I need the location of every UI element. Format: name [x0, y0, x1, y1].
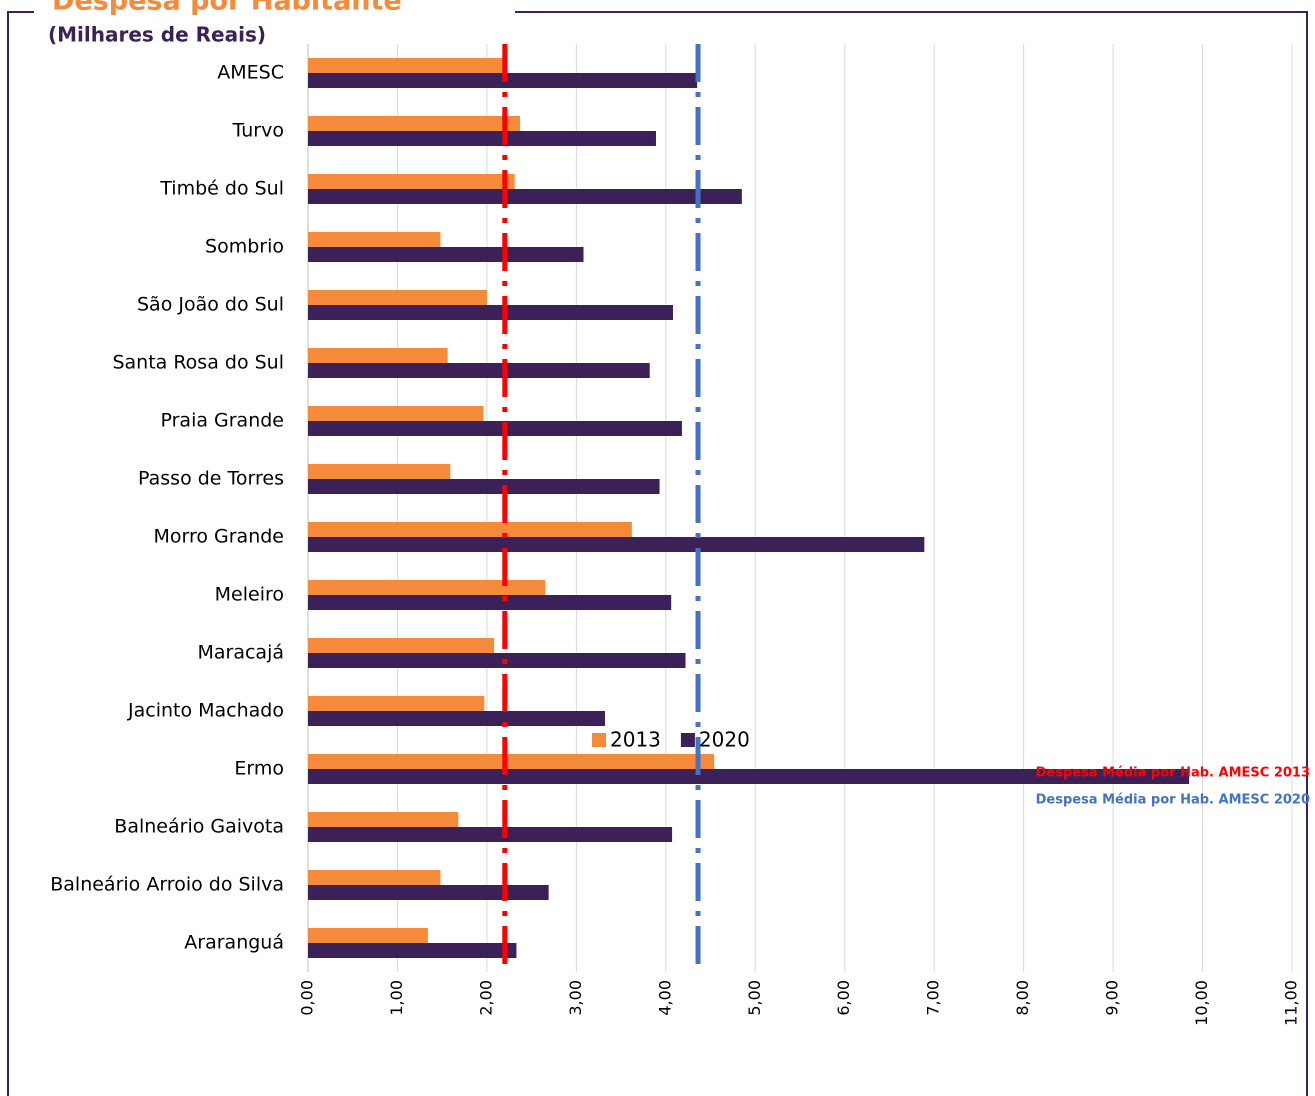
x-tick-label: 11,00: [1282, 980, 1301, 1026]
legend-label: 2013: [610, 728, 661, 752]
bar: [308, 247, 584, 262]
chart-subtitle: (Milhares de Reais): [48, 23, 266, 47]
reference-legend: Despesa Média por Hab. AMESC 2020: [1036, 793, 1310, 808]
bar: [308, 812, 459, 827]
y-tick-label: Balneário Gaivota: [114, 816, 284, 838]
y-tick-label: AMESC: [217, 62, 284, 84]
y-tick-label: Morro Grande: [153, 526, 284, 548]
y-tick-label: Santa Rosa do Sul: [112, 352, 284, 374]
bar: [308, 305, 673, 320]
chart-title: Despesa por Habitante: [52, 0, 402, 17]
bar: [308, 827, 673, 842]
bar: [308, 522, 632, 537]
legend-swatch: [680, 733, 695, 747]
x-tick-label: 10,00: [1192, 980, 1211, 1026]
bar: [308, 363, 650, 378]
x-tick-label: 6,00: [834, 980, 853, 1016]
x-tick-label: 7,00: [924, 980, 943, 1016]
bar: [308, 638, 495, 653]
bar: [308, 174, 515, 189]
y-tick-label: Balneário Arroio do Silva: [50, 874, 284, 896]
x-tick-label: 9,00: [1103, 980, 1122, 1016]
bar: [308, 711, 605, 726]
reference-legend: Despesa Média por Hab. AMESC 2013: [1036, 766, 1310, 781]
x-tick-label: 5,00: [745, 980, 764, 1016]
bar: [308, 769, 1190, 784]
bar: [308, 189, 742, 204]
bar: [308, 131, 656, 146]
y-tick-label: Timbé do Sul: [159, 178, 284, 200]
x-tick-label: 2,00: [476, 980, 495, 1016]
x-tick-label: 8,00: [1013, 980, 1032, 1016]
bar: [308, 870, 441, 885]
y-tick-label: Passo de Torres: [138, 468, 284, 490]
bar: [308, 290, 487, 305]
y-tick-label: Araranguá: [184, 932, 284, 954]
legend-label: 2020: [699, 728, 750, 752]
bar: [308, 406, 484, 421]
y-tick-label: Sombrio: [205, 236, 284, 258]
bar: [308, 595, 672, 610]
y-tick-label: Turvo: [232, 120, 284, 142]
bar: [308, 479, 660, 494]
bar: [308, 885, 549, 900]
bar: [308, 580, 546, 595]
y-tick-label: Ermo: [234, 758, 284, 780]
bar: [308, 464, 451, 479]
bar: [308, 232, 441, 247]
bar: [308, 653, 686, 668]
bar: [308, 116, 521, 131]
bar: [308, 537, 925, 552]
x-tick-label: 4,00: [655, 980, 674, 1016]
bar: [308, 58, 504, 73]
frame: [7, 11, 1308, 1096]
legend-swatch: [592, 733, 606, 747]
x-tick-label: 1,00: [387, 980, 406, 1016]
bar: [308, 421, 682, 436]
bar: [308, 754, 715, 769]
y-tick-label: São João do Sul: [137, 294, 284, 316]
bar: [308, 943, 517, 958]
bar: [308, 348, 448, 363]
bar: [308, 696, 485, 711]
y-tick-label: Maracajá: [197, 642, 284, 664]
y-tick-label: Meleiro: [215, 584, 284, 606]
y-tick-label: Jacinto Machado: [127, 700, 284, 722]
y-tick-label: Praia Grande: [160, 410, 284, 432]
x-tick-label: 3,00: [566, 980, 585, 1016]
bar: [308, 928, 428, 943]
x-tick-label: 0,00: [298, 980, 317, 1016]
